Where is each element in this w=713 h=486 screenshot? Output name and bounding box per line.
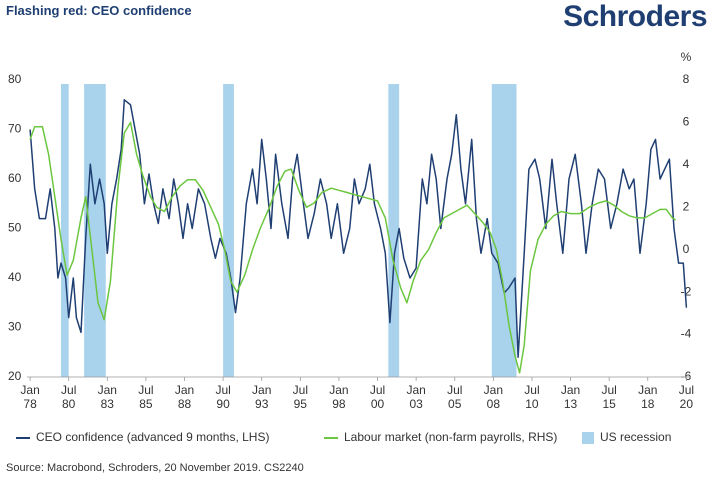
legend-label: US recession	[600, 430, 671, 444]
x-tick-label: Jan 83	[97, 383, 117, 411]
legend-label: CEO confidence (advanced 9 months, LHS)	[36, 430, 269, 444]
y-tick-label: 80	[8, 72, 22, 86]
y2-tick-label: 6	[683, 115, 690, 129]
y-tick-label: 60	[8, 171, 22, 185]
source-note: Source: Macrobond, Schroders, 20 Novembe…	[6, 462, 304, 474]
recession-band	[388, 84, 400, 377]
x-tick-label: Jan 08	[483, 383, 504, 411]
y2-tick-label: -2	[681, 284, 692, 298]
x-tick-label: Jul 00	[369, 383, 386, 411]
series-line	[29, 99, 688, 358]
x-tick-label: Jul 20	[678, 383, 695, 411]
brand-logo: Schroders	[563, 0, 707, 33]
legend-label: Labour market (non-farm payrolls, RHS)	[344, 430, 557, 444]
y2-tick-label: 2	[683, 199, 690, 213]
x-tick-label: Jul 05	[447, 383, 463, 411]
chart-title: Flashing red: CEO confidence	[6, 3, 192, 18]
x-tick-label: Jan 18	[638, 383, 658, 411]
series-line	[29, 121, 677, 374]
x-tick-label: Jan 78	[20, 383, 40, 411]
y-tick-label: 40	[8, 270, 22, 284]
x-tick-label: Jan 03	[406, 383, 426, 411]
x-tick-label: Jul 80	[61, 383, 77, 411]
recession-band	[84, 84, 106, 377]
x-tick-label: Jan 88	[174, 383, 195, 411]
legend-swatch	[582, 432, 594, 444]
x-tick-label: Jan 13	[560, 383, 581, 411]
x-tick-label: Jul 15	[601, 383, 617, 411]
x-tick-label: Jan 93	[252, 383, 272, 411]
y-tick-label: 30	[8, 320, 22, 334]
y2-tick-label: 0	[683, 242, 690, 256]
y2-tick-label: 4	[683, 157, 690, 171]
x-tick-label: Jul 95	[292, 383, 308, 411]
y-tick-label: 20	[8, 369, 22, 383]
y2-tick-label: -4	[681, 327, 692, 341]
recession-band	[491, 84, 517, 377]
x-tick-label: Jul 10	[524, 383, 540, 411]
y2-tick-label: -6	[681, 369, 692, 383]
x-tick-label: Jul 90	[215, 383, 231, 411]
x-tick-label: Jan 98	[329, 383, 349, 411]
y-tick-label: 70	[8, 122, 22, 136]
y2-tick-label: 8	[683, 72, 690, 86]
recession-band	[60, 84, 69, 377]
recession-band	[223, 84, 234, 377]
y-tick-label: 50	[8, 221, 22, 235]
y2-unit: %	[681, 50, 692, 64]
x-tick-label: Jul 85	[138, 383, 154, 411]
